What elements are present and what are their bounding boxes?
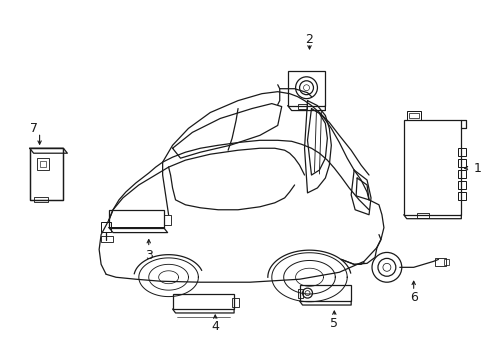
Bar [34,197,48,202]
Bar [409,113,418,118]
Bar [30,148,63,200]
Bar [101,222,111,231]
Text: 2: 2 [306,33,314,46]
Bar [458,170,466,178]
Bar [435,258,446,266]
Bar [288,71,325,105]
Bar [40,161,46,167]
Bar [109,210,164,228]
Bar [458,181,466,189]
Bar [458,148,466,156]
Bar [458,159,466,167]
Bar [407,111,420,121]
Bar [37,158,49,170]
Bar [297,104,307,109]
Text: 1: 1 [473,162,481,175]
Bar [101,235,113,242]
Text: 3: 3 [145,249,153,262]
Bar [164,215,171,225]
Bar [404,121,461,215]
Bar [299,285,351,301]
Text: 6: 6 [410,291,417,303]
Bar [297,289,302,298]
Text: 7: 7 [29,122,38,135]
Bar [416,213,429,218]
Bar [458,192,466,200]
Bar [172,294,234,309]
Bar [232,298,239,307]
Bar [444,260,449,265]
Text: 5: 5 [330,318,338,330]
Text: 4: 4 [211,320,219,333]
